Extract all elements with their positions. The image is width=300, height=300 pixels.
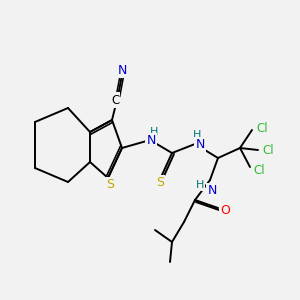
Text: Cl: Cl (262, 143, 274, 157)
Text: N: N (195, 139, 205, 152)
Text: C: C (111, 94, 119, 106)
Text: H: H (150, 127, 158, 137)
Text: H: H (196, 180, 204, 190)
Text: H: H (193, 130, 201, 140)
Text: N: N (117, 64, 127, 76)
Text: Cl: Cl (256, 122, 268, 134)
Text: S: S (106, 178, 114, 191)
Text: N: N (207, 184, 217, 197)
Text: Cl: Cl (253, 164, 265, 176)
Text: N: N (146, 134, 156, 148)
Text: O: O (220, 203, 230, 217)
Text: S: S (156, 176, 164, 190)
